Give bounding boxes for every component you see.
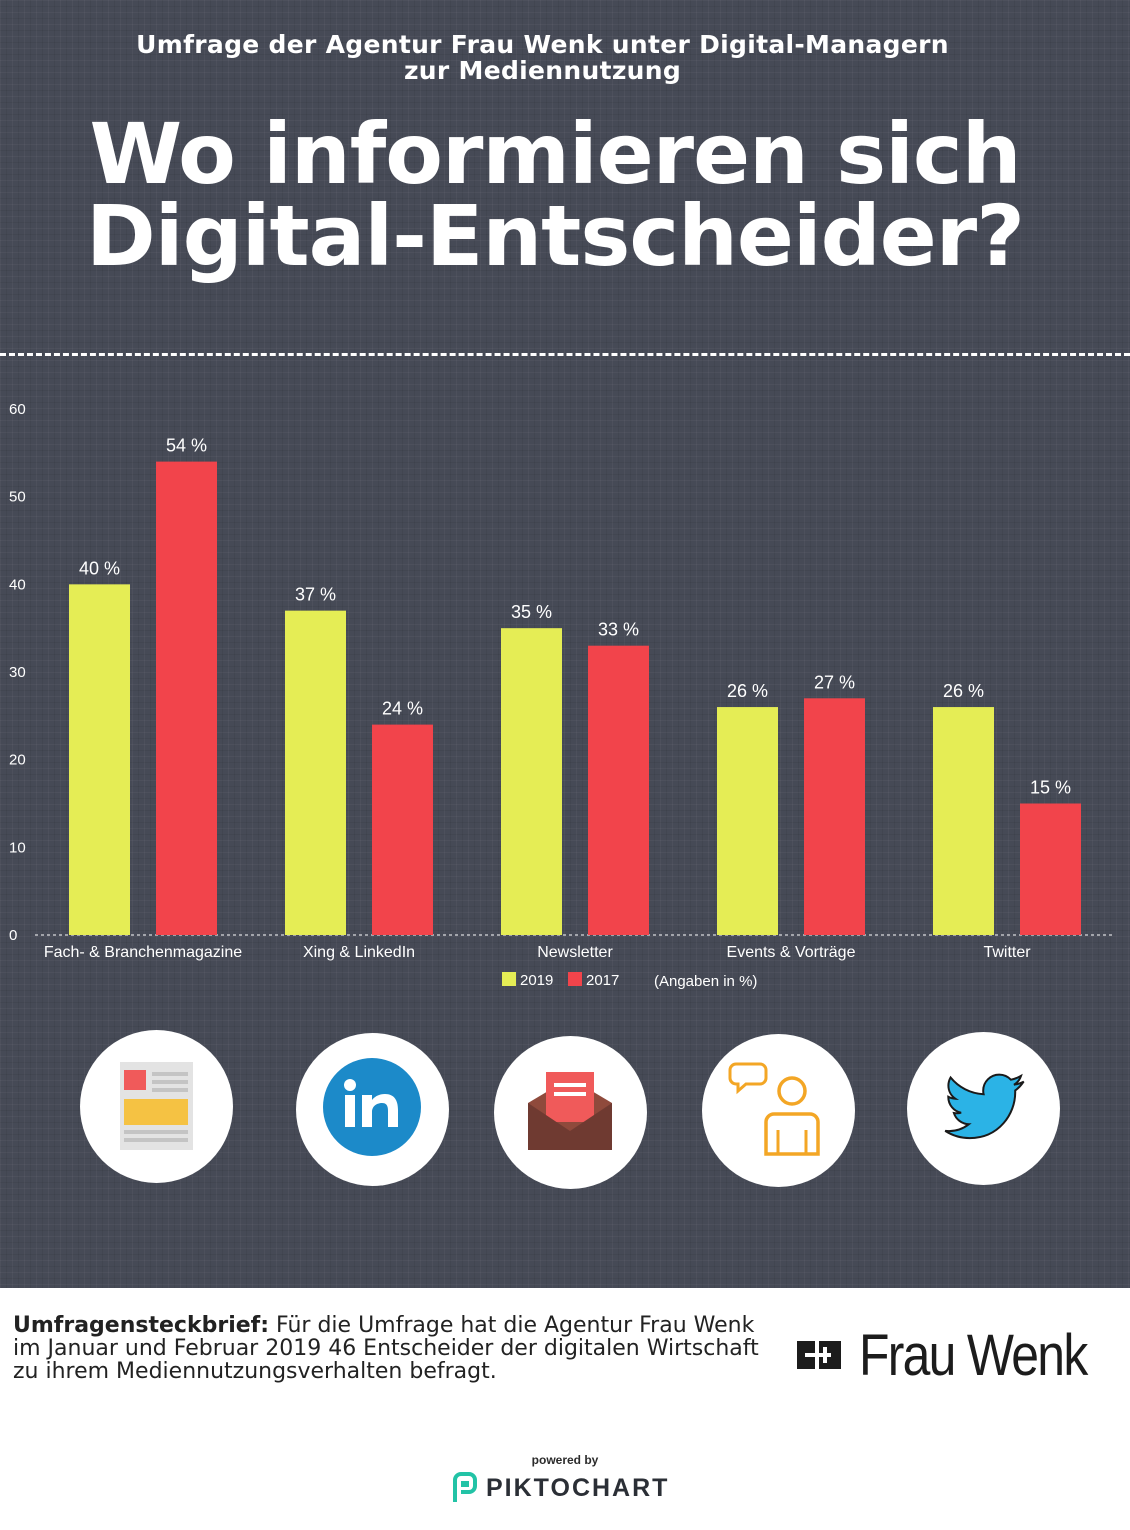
frau-wenk-logo-icon xyxy=(797,1341,841,1369)
x-tick-label: Fach- & Branchenmagazine xyxy=(44,944,242,961)
bar-2017 xyxy=(804,698,865,935)
survey-subtitle-line1: Umfrage der Agentur Frau Wenk unter Digi… xyxy=(136,30,949,59)
legend-swatch-2017 xyxy=(568,972,582,986)
dashed-divider xyxy=(0,353,1130,356)
newsletter-icon-circle xyxy=(494,1036,647,1189)
bar-2019 xyxy=(285,610,346,935)
piktochart-logo-icon xyxy=(453,1472,477,1502)
twitter-icon-circle xyxy=(907,1032,1060,1185)
x-tick-label: Twitter xyxy=(983,944,1031,961)
y-tick-label: 50 xyxy=(9,489,26,506)
y-tick-label: 10 xyxy=(9,839,26,856)
bar-2017 xyxy=(588,645,649,935)
legend-note: (Angaben in %) xyxy=(654,973,757,990)
piktochart-logo-text: PIKTOCHART xyxy=(486,1473,670,1502)
data-label-2017: 24 % xyxy=(382,699,423,719)
bar-2019 xyxy=(933,707,994,935)
page-title-line2: Digital-Entscheider? xyxy=(86,187,1025,285)
data-label-2019: 37 % xyxy=(295,585,336,605)
bar-2017 xyxy=(156,461,217,935)
legend-label-2017: 2017 xyxy=(586,972,619,989)
linkedin-icon xyxy=(323,1058,421,1156)
legend-label-2019: 2019 xyxy=(520,972,553,989)
magazine-icon-circle xyxy=(80,1030,233,1183)
data-label-2017: 27 % xyxy=(814,672,855,692)
y-tick-label: 20 xyxy=(9,752,26,769)
frau-wenk-logo: Frau Wenk xyxy=(797,1320,1124,1390)
events-icon-circle xyxy=(702,1034,855,1187)
bar-2019 xyxy=(69,584,130,935)
infographic-background: Umfrage der Agentur Frau Wenk unter Digi… xyxy=(0,0,1130,1288)
y-tick-label: 0 xyxy=(9,927,17,944)
data-label-2019: 26 % xyxy=(943,681,984,701)
magazine-icon xyxy=(120,1062,193,1150)
bars: 40 % 54 % 37 % 24 % 35 % 33 % 26 % 27 % 26 % 15 % xyxy=(69,436,1081,935)
bar-2017 xyxy=(372,724,433,935)
data-label-2019: 35 % xyxy=(511,602,552,622)
x-tick-label: Xing & LinkedIn xyxy=(303,944,415,961)
twitter-bird-icon xyxy=(944,1073,1025,1140)
bar-2019 xyxy=(717,707,778,935)
frau-wenk-logo-text: Frau Wenk xyxy=(859,1322,1088,1388)
data-label-2017: 54 % xyxy=(166,436,207,456)
x-tick-label: Newsletter xyxy=(537,944,613,961)
piktochart-logo[interactable]: PIKTOCHART xyxy=(452,1470,669,1506)
page-title-line1: Wo informieren sich xyxy=(89,105,1021,203)
y-axis: 0 10 20 30 40 50 60 xyxy=(9,401,26,944)
data-label-2019: 26 % xyxy=(727,681,768,701)
x-tick-label: Events & Vorträge xyxy=(727,944,856,961)
speaker-icon xyxy=(728,1062,820,1156)
linkedin-icon-circle xyxy=(296,1033,449,1186)
x-axis-labels: Fach- & Branchenmagazine Xing & LinkedIn N… xyxy=(44,944,1031,961)
survey-description-text: Für die Umfrage hat die Agentur Frau Wen… xyxy=(13,1313,759,1384)
legend-swatch-2019 xyxy=(502,972,516,986)
survey-subtitle-line2: zur Mediennutzung xyxy=(403,56,682,85)
y-tick-label: 40 xyxy=(9,576,26,593)
y-tick-label: 60 xyxy=(9,401,26,418)
bar-2017 xyxy=(1020,803,1081,935)
legend: 2019 2017 (Angaben in %) xyxy=(502,972,757,990)
survey-description-label: Umfragensteckbrief: xyxy=(13,1313,270,1338)
y-tick-label: 30 xyxy=(9,664,26,681)
data-label-2019: 40 % xyxy=(79,558,120,578)
envelope-icon xyxy=(528,1072,612,1150)
data-label-2017: 33 % xyxy=(598,620,639,640)
data-label-2017: 15 % xyxy=(1030,778,1071,798)
bar-chart: 0 10 20 30 40 50 60 40 % 54 % 37 % 24 % 35 % 33 % 26… xyxy=(9,401,1115,990)
survey-description: Umfragensteckbrief: Für die Umfrage hat … xyxy=(13,1314,783,1383)
bar-2019 xyxy=(501,628,562,935)
powered-by-label: powered by xyxy=(531,1453,599,1467)
